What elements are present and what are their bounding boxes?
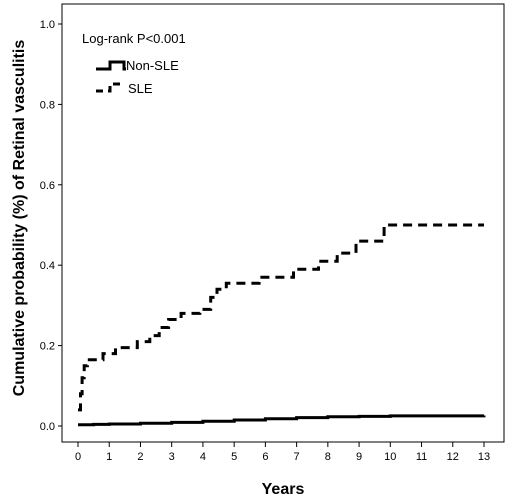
legend: Non-SLE SLE [96, 58, 179, 96]
y-tick-label: 1.0 [40, 19, 55, 31]
series-line-sle [78, 223, 484, 412]
x-tick-label: 11 [416, 451, 427, 463]
x-tick-label: 2 [137, 451, 143, 463]
x-tick-label: 0 [75, 451, 81, 463]
y-axis-ticks: 0.0 0.2 0.4 0.6 0.8 1.0 [40, 19, 62, 433]
y-tick-label: 0.4 [40, 260, 55, 272]
x-tick-label: 1 [106, 451, 112, 463]
legend-label-non-sle: Non-SLE [126, 58, 179, 73]
x-axis-ticks: 0 1 2 3 4 5 6 7 8 9 10 11 12 13 [75, 442, 490, 463]
legend-label-sle: SLE [128, 81, 153, 96]
x-tick-label: 10 [384, 451, 396, 463]
x-tick-label: 3 [169, 451, 175, 463]
x-tick-label: 6 [262, 451, 268, 463]
y-tick-label: 0.2 [40, 341, 55, 353]
x-tick-label: 13 [478, 451, 490, 463]
annotation-logrank: Log-rank P<0.001 [82, 31, 186, 46]
y-tick-label: 0.6 [40, 180, 55, 192]
x-tick-label: 4 [200, 451, 206, 463]
y-tick-label: 0.0 [40, 421, 55, 433]
series-line-non-sle [78, 414, 486, 427]
series-group [78, 223, 486, 427]
legend-swatch-sle [96, 82, 124, 93]
x-tick-label: 5 [231, 451, 237, 463]
x-tick-label: 8 [325, 451, 331, 463]
x-tick-label: 7 [294, 451, 300, 463]
plot-frame [61, 3, 505, 443]
x-axis-title: Years [262, 481, 305, 498]
x-tick-label: 9 [356, 451, 362, 463]
y-tick-label: 0.8 [40, 99, 55, 111]
x-tick-label: 12 [447, 451, 459, 463]
y-axis-title: Cumulative probability (%) of Retinal va… [11, 40, 28, 397]
legend-swatch-non-sle [96, 60, 126, 71]
